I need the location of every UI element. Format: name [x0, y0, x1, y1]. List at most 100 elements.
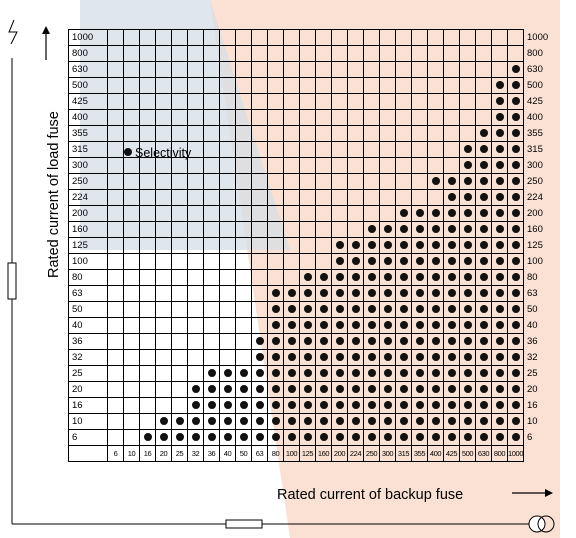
selectivity-dot — [447, 320, 456, 329]
row-label: 20 — [68, 381, 108, 398]
selectivity-dot — [399, 208, 408, 217]
grid-cell — [139, 301, 156, 318]
grid-cell — [459, 429, 476, 446]
column-label: 10 — [123, 445, 140, 462]
grid-cell — [235, 29, 252, 46]
grid-cell — [363, 285, 380, 302]
grid-cell — [171, 237, 188, 254]
selectivity-dot — [511, 256, 520, 265]
selectivity-dot — [383, 368, 392, 377]
grid-cell — [379, 397, 396, 414]
grid-cell — [475, 253, 492, 270]
grid-cell — [139, 77, 156, 94]
grid-cell — [315, 365, 332, 382]
selectivity-dot — [191, 384, 200, 393]
selectivity-dot — [271, 304, 280, 313]
grid-cell — [299, 157, 316, 174]
grid-cell — [171, 93, 188, 110]
column-label: 315 — [395, 445, 412, 462]
grid-cell — [267, 45, 284, 62]
grid-cell — [283, 125, 300, 142]
grid-cell — [331, 413, 348, 430]
grid-cell — [411, 413, 428, 430]
selectivity-dot — [255, 432, 264, 441]
grid-cell — [315, 141, 332, 158]
grid-cell — [379, 237, 396, 254]
grid-cell — [123, 365, 140, 382]
grid-cell — [107, 237, 124, 254]
row-label-right: 125 — [527, 239, 543, 251]
grid-cell — [123, 381, 140, 398]
selectivity-dot — [479, 160, 488, 169]
grid-cell — [203, 109, 220, 126]
grid-cell — [123, 61, 140, 78]
grid-cell — [107, 93, 124, 110]
grid-cell — [139, 317, 156, 334]
selectivity-dot — [351, 432, 360, 441]
grid-cell — [459, 93, 476, 110]
grid-cell — [139, 381, 156, 398]
selectivity-dot — [271, 288, 280, 297]
grid-cell — [491, 45, 508, 62]
row-label-right: 800 — [527, 47, 543, 59]
grid-cell — [283, 29, 300, 46]
grid-cell — [491, 205, 508, 222]
grid-cell — [459, 397, 476, 414]
grid-cell — [395, 77, 412, 94]
grid-cell — [235, 157, 252, 174]
row-label: 500 — [68, 77, 108, 94]
grid-cell — [331, 157, 348, 174]
grid-cell — [203, 77, 220, 94]
grid-row: 16 16 — [68, 397, 554, 414]
grid-cell — [187, 397, 204, 414]
grid-cell — [203, 269, 220, 286]
selectivity-dot — [383, 256, 392, 265]
grid-cell — [459, 61, 476, 78]
grid-cell — [491, 285, 508, 302]
grid-cell — [107, 125, 124, 142]
supply-symbol-icon — [8, 19, 18, 45]
selectivity-dot — [495, 368, 504, 377]
grid-cell — [363, 221, 380, 238]
row-label: 80 — [68, 269, 108, 286]
grid-cell — [507, 269, 524, 286]
grid-cell — [459, 301, 476, 318]
selectivity-dot — [399, 416, 408, 425]
grid-cell — [251, 93, 268, 110]
selectivity-dot — [415, 304, 424, 313]
grid-cell — [219, 349, 236, 366]
grid-cell — [363, 29, 380, 46]
grid-cell — [363, 365, 380, 382]
selectivity-dot — [447, 384, 456, 393]
grid-cell — [347, 109, 364, 126]
selectivity-dot — [415, 368, 424, 377]
selectivity-dot — [495, 144, 504, 153]
grid-cell — [363, 333, 380, 350]
selectivity-dot — [351, 240, 360, 249]
grid-cell — [155, 301, 172, 318]
grid-cell — [379, 77, 396, 94]
grid-cell — [395, 333, 412, 350]
selectivity-dot — [319, 384, 328, 393]
grid-cell — [219, 317, 236, 334]
grid-cell — [155, 109, 172, 126]
selectivity-dot — [207, 384, 216, 393]
row-label: 224 — [68, 189, 108, 206]
grid-cell — [171, 29, 188, 46]
selectivity-dot-icon — [124, 148, 132, 156]
selectivity-dot — [399, 224, 408, 233]
selectivity-dot — [447, 224, 456, 233]
grid-cell — [347, 221, 364, 238]
selectivity-dot — [463, 176, 472, 185]
grid-cell — [507, 61, 524, 78]
grid-cell — [459, 29, 476, 46]
grid-cell — [283, 45, 300, 62]
grid-cell — [443, 413, 460, 430]
grid-cell — [411, 429, 428, 446]
selectivity-dot — [463, 272, 472, 281]
grid-cell — [315, 429, 332, 446]
grid-cell — [491, 189, 508, 206]
selectivity-dot — [303, 288, 312, 297]
grid-cell — [219, 29, 236, 46]
grid-cell — [251, 413, 268, 430]
